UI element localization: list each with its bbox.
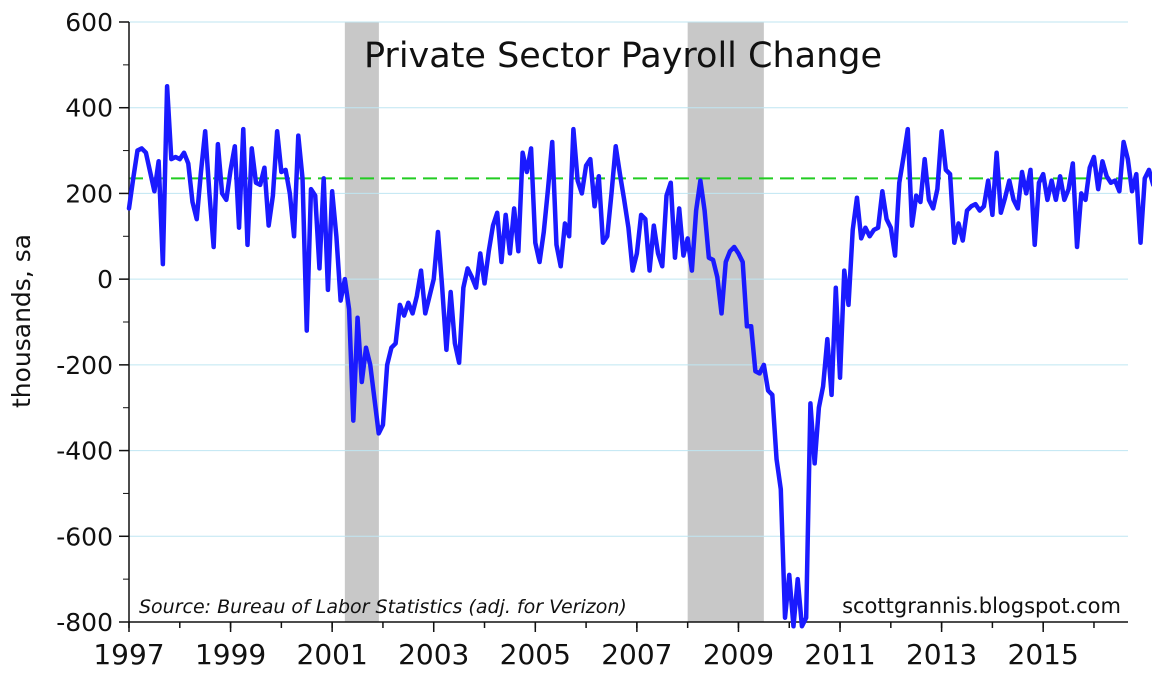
y-tick-label: -800: [56, 608, 113, 637]
x-tick-label: 2001: [297, 638, 368, 671]
x-tick-label: 2015: [1008, 638, 1079, 671]
chart-text: Private Sector Payroll Change thousands,…: [7, 36, 1121, 618]
y-tick-label: 400: [65, 94, 113, 123]
x-tick-label: 2005: [500, 638, 571, 671]
axes: -800 -600 -400 -200 0 200 400 600 1997 1999 2001 20…: [56, 8, 1128, 671]
y-tick-label: 200: [65, 179, 113, 208]
x-tick-label: 2009: [703, 638, 774, 671]
y-tick-label: -600: [56, 522, 113, 551]
y-axis-label: thousands, sa: [7, 234, 36, 408]
x-tick-label: 1999: [195, 638, 266, 671]
x-tick-label: 1997: [93, 638, 164, 671]
site-credit: scottgrannis.blogspot.com: [842, 594, 1121, 618]
chart-title: Private Sector Payroll Change: [364, 36, 882, 76]
series-layer: [126, 84, 1152, 629]
x-tick-label: 2011: [804, 638, 875, 671]
recession-band-2: [687, 22, 764, 622]
y-tick-label: 600: [65, 8, 113, 37]
x-tick-label: 2013: [906, 638, 977, 671]
x-tick-label: 2003: [398, 638, 469, 671]
x-tick-label: 2007: [601, 638, 672, 671]
source-note: Source: Bureau of Labor Statistics (adj.…: [139, 596, 627, 618]
series-line-1: [126, 84, 1152, 629]
recession-bands: [344, 22, 764, 622]
gridlines: [129, 21, 1128, 537]
y-tick-label: -200: [56, 351, 113, 380]
y-tick-label: -400: [56, 437, 113, 466]
y-tick-label: 0: [97, 265, 113, 294]
